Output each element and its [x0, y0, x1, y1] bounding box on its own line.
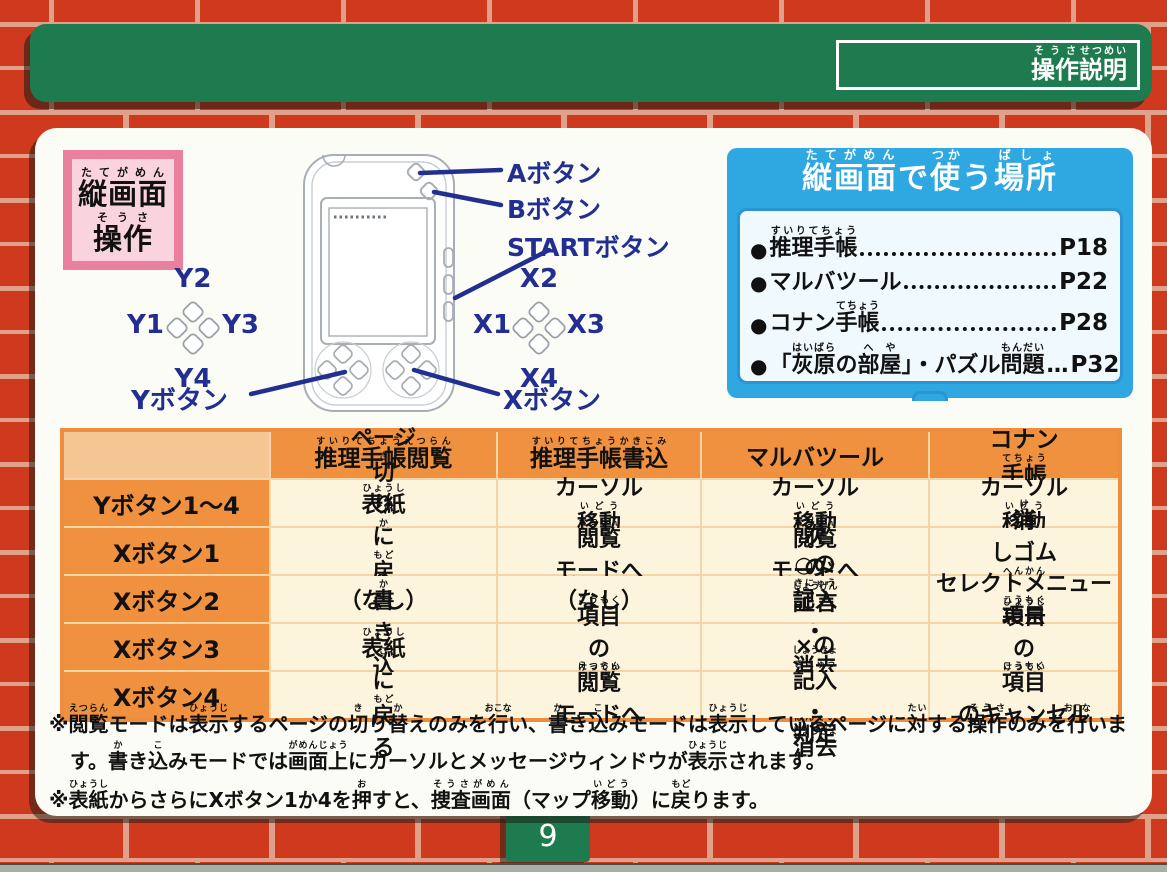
x4-label: X4	[519, 364, 559, 394]
list-item: ● コナン手帳てちょう P28	[750, 301, 1108, 338]
b-button-label: Bボタン	[507, 195, 602, 224]
bullet-icon: ●	[750, 312, 768, 337]
list-item-label: コナン手帳てちょう	[769, 301, 880, 337]
table-cell: カーソル 移動いどう	[930, 476, 1118, 536]
table-col-header: 推理手帳書込すいりてちょうかきこみ	[498, 432, 700, 478]
badge-line-1: 縦画面たてがめん	[77, 165, 168, 211]
y-button-cluster: Y2 Y1 Y3 Y4	[127, 264, 259, 394]
y2-label: Y2	[174, 264, 212, 294]
list-item: ● 「灰原はいばらの部屋へや」・パズル問題もんだい … P32	[750, 342, 1119, 380]
table-cell: 閲覧えつらん モードへ	[498, 518, 700, 584]
section-tag-label: 操作そうさ説明せつめい	[1031, 45, 1127, 84]
dot-leader	[860, 251, 1057, 256]
footnotes: ※閲覧えつらんモードは表示ひょうじするページの切きり替かえのみを行おこない、書か…	[49, 704, 1141, 819]
x-button-label: Xボタン	[503, 386, 602, 416]
page-number: 9	[538, 819, 558, 854]
y-button-label: Yボタン	[131, 386, 228, 416]
list-item-label: 「灰原はいばらの部屋へや」・パズル問題もんだい	[769, 342, 1045, 378]
table-row-label: Yボタン1～4	[64, 480, 269, 526]
a-button-label: Aボタン	[507, 159, 602, 188]
list-item: ● マルバツール P22	[750, 268, 1108, 297]
footnote: ※表紙ひょうしからさらにXボタン1か4を押おすと、捜査画面そうさがめん（マップ移…	[49, 780, 769, 812]
table-cell: セレクトメニュー 表示ひょうじ	[930, 572, 1118, 632]
usage-box-list: ● 推理手帳すいりてちょう P18 ● マルバツール P22 ● コナン手帳てち…	[737, 208, 1123, 384]
table-cell: カーソル 移動いどう	[498, 476, 700, 536]
page-ref: P22	[1059, 268, 1108, 295]
table-col-header: マルバツール	[702, 432, 928, 478]
start-button-label: STARTボタン	[507, 233, 670, 262]
x2-label: X2	[519, 264, 559, 294]
table-row-label: Xボタン1	[64, 528, 269, 574]
table-row-label: Xボタン4	[64, 672, 269, 718]
x1-label: X1	[473, 310, 512, 340]
x3-label: X3	[566, 310, 605, 340]
table-row-label: Xボタン2	[64, 576, 269, 622]
table-corner-cell	[64, 432, 269, 478]
footnote: ※閲覧えつらんモードは表示ひょうじするページの切きり替かえのみを行おこない、書か…	[49, 704, 1128, 773]
vertical-screen-usage-box: 縦画面たてがめんで使つかう場所ばしょ ● 推理手帳すいりてちょう P18 ● マ…	[727, 148, 1133, 401]
console-illustration	[303, 154, 455, 412]
usage-box-notch	[912, 391, 948, 401]
bullet-icon: ●	[750, 354, 768, 379]
page-ref: P18	[1059, 234, 1108, 261]
y3-label: Y3	[222, 310, 259, 340]
button-function-table: 推理手帳閲覧すいりてちょうえつらん 推理手帳書込すいりてちょうかきこみ マルバツ…	[60, 426, 1122, 761]
table-cell: （なし）	[498, 576, 700, 622]
table-cell: ○の記入きにゅう・消去しょうきょ・判定はんてい	[702, 553, 928, 747]
dot-leader	[882, 326, 1057, 331]
list-item-label: マルバツール	[769, 269, 902, 295]
y-dpad-glyph-icon	[166, 301, 220, 355]
short-dots: …	[1046, 352, 1069, 378]
page-ref: P32	[1070, 351, 1120, 378]
x-dpad-glyph-icon	[512, 301, 566, 355]
badge-line-2: 操作そうさ	[92, 211, 153, 256]
top-banner: 操作そうさ説明せつめい	[30, 24, 1152, 102]
y1-label: Y1	[127, 310, 164, 340]
table-row-label: Xボタン3	[64, 624, 269, 670]
table-cell: カーソル 移動いどう	[702, 476, 928, 536]
bullet-icon: ●	[750, 237, 768, 262]
usage-box-title: 縦画面たてがめんで使つかう場所ばしょ	[802, 148, 1058, 196]
bullet-icon: ●	[750, 271, 768, 296]
x-button-cluster: X2 X1 X3 X4	[473, 264, 605, 394]
dot-leader	[904, 285, 1057, 290]
table-cell: （なし）	[271, 576, 496, 622]
scan-edge	[0, 863, 1167, 872]
table-cell: 消けしゴム変換へんかん	[930, 500, 1118, 601]
vertical-screen-badge: 縦画面たてがめん 操作そうさ	[63, 150, 183, 270]
y4-label: Y4	[174, 364, 212, 394]
list-item: ● 推理手帳すいりてちょう P18	[750, 226, 1108, 263]
a-button-icon	[406, 162, 426, 182]
table-cell: 表紙ひょうしに戻もどる	[271, 628, 496, 761]
content-panel: 縦画面たてがめん 操作そうさ	[35, 128, 1152, 816]
table-col-header: 推理手帳閲覧すいりてちょうえつらん	[271, 432, 496, 478]
table-cell: 次つぎの証言しょうげんを表示ひょうじ	[702, 515, 928, 683]
section-tag: 操作そうさ説明せつめい	[836, 40, 1140, 90]
page-ref: P28	[1059, 310, 1108, 336]
table-col-header: コナン 手帳てちょう	[930, 427, 1118, 489]
list-item-label: 推理手帳すいりてちょう	[769, 226, 858, 261]
